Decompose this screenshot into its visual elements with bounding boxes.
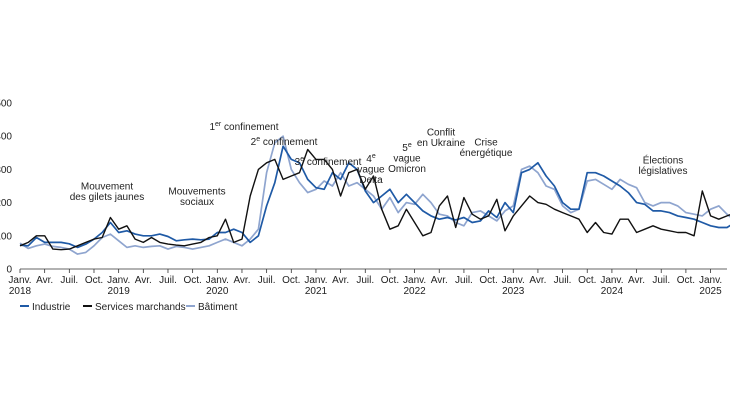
x-tick-year-label: 2022 xyxy=(403,286,426,297)
axes-layer: 0100200300400500Janv.2018Avr.Juil.Oct.Ja… xyxy=(0,99,727,297)
annotation-label: vague xyxy=(357,165,385,176)
series-line-b-timent xyxy=(19,135,730,255)
x-tick-label: Janv. xyxy=(304,275,327,286)
annotation-label: Conflit xyxy=(427,128,456,139)
x-tick-label: Juil. xyxy=(258,275,276,286)
annotation-label: Mouvements xyxy=(168,187,225,198)
x-tick-label: Oct. xyxy=(282,275,300,286)
annotation-label: Delta xyxy=(359,175,383,186)
x-tick-label: Avr. xyxy=(529,275,546,286)
x-tick-label: Janv. xyxy=(403,275,426,286)
x-tick-label: Oct. xyxy=(85,275,103,286)
x-tick-label: Juil. xyxy=(455,275,473,286)
y-tick-label: 400 xyxy=(0,132,12,143)
x-tick-label: Avr. xyxy=(233,275,250,286)
x-tick-label: Avr. xyxy=(332,275,349,286)
annotation-label: vague xyxy=(393,154,421,165)
annotation-label: législatives xyxy=(639,166,688,177)
legend-label: Bâtiment xyxy=(198,302,238,313)
y-tick-label: 300 xyxy=(0,165,12,176)
series-line-services-marchands xyxy=(19,148,730,251)
x-tick-year-label: 2018 xyxy=(9,286,32,297)
annotation-label: 4e xyxy=(366,153,376,165)
legend-label: Services marchands xyxy=(95,302,186,313)
annotation-label: 5e xyxy=(402,142,412,154)
annotation-label: 3e confinement xyxy=(295,156,362,168)
x-tick-label: Janv. xyxy=(699,275,722,286)
annotation-label: Omicron xyxy=(388,164,426,175)
x-tick-label: Avr. xyxy=(135,275,152,286)
x-tick-year-label: 2023 xyxy=(502,286,525,297)
x-tick-label: Juil. xyxy=(60,275,78,286)
annotation-label: en Ukraine xyxy=(417,138,466,149)
y-tick-label: 200 xyxy=(0,198,12,209)
x-tick-year-label: 2021 xyxy=(305,286,328,297)
x-tick-year-label: 2019 xyxy=(108,286,131,297)
x-tick-label: Juil. xyxy=(652,275,670,286)
y-tick-label: 100 xyxy=(0,231,12,242)
x-tick-label: Juil. xyxy=(356,275,374,286)
x-tick-label: Oct. xyxy=(381,275,399,286)
series-layer xyxy=(19,135,730,255)
x-tick-label: Janv. xyxy=(107,275,130,286)
x-tick-label: Janv. xyxy=(206,275,229,286)
legend-layer: Industrie Services marchands Bâtiment xyxy=(20,302,238,313)
x-tick-label: Avr. xyxy=(36,275,53,286)
annotation-label: des gilets jaunes xyxy=(70,192,145,203)
annotation-label: Mouvement xyxy=(81,182,133,193)
x-tick-year-label: 2024 xyxy=(601,286,624,297)
annotation-label: 2e confinement xyxy=(251,136,318,148)
x-tick-year-label: 2025 xyxy=(699,286,722,297)
x-tick-label: Avr. xyxy=(628,275,645,286)
x-tick-label: Oct. xyxy=(677,275,695,286)
x-tick-label: Oct. xyxy=(578,275,596,286)
x-tick-label: Juil. xyxy=(159,275,177,286)
annotation-label: 1er confinement xyxy=(209,121,278,133)
x-tick-year-label: 2020 xyxy=(206,286,229,297)
x-tick-label: Janv. xyxy=(502,275,525,286)
annotation-label: Élections xyxy=(643,154,684,167)
x-tick-label: Janv. xyxy=(600,275,623,286)
annotation-label: Crise xyxy=(474,138,498,149)
annotation-label: énergétique xyxy=(460,148,513,159)
annotation-label: sociaux xyxy=(180,197,214,208)
x-tick-label: Juil. xyxy=(554,275,572,286)
x-tick-label: Oct. xyxy=(479,275,497,286)
x-tick-label: Oct. xyxy=(183,275,201,286)
x-tick-label: Avr. xyxy=(431,275,448,286)
legend-label: Industrie xyxy=(32,302,71,313)
x-tick-label: Janv. xyxy=(8,275,31,286)
y-tick-label: 0 xyxy=(6,265,12,276)
series-line-industrie xyxy=(19,145,730,249)
y-tick-label: 500 xyxy=(0,99,12,110)
